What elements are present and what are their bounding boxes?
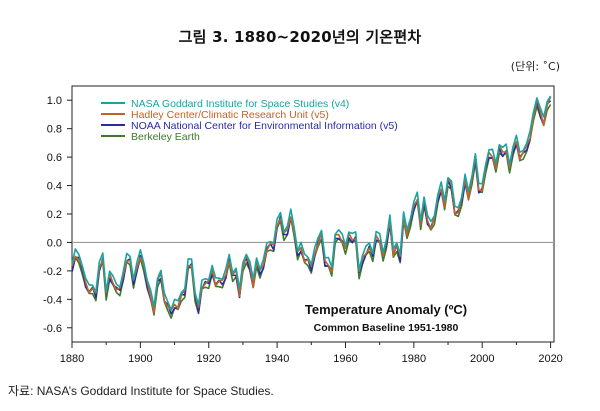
unit-label: (단위: ˚C) xyxy=(510,60,560,73)
y-tick-label: 0.8 xyxy=(47,124,62,136)
x-tick-label: 2000 xyxy=(470,353,494,365)
y-tick-label: -0.6 xyxy=(43,323,62,335)
y-tick-label: -0.4 xyxy=(43,294,62,306)
series-line xyxy=(71,95,552,311)
y-tick-label: 0.2 xyxy=(47,209,62,221)
x-tick-label: 1880 xyxy=(60,353,84,365)
chart-annotation-title: Temperature Anomaly (ºC) xyxy=(305,302,467,317)
figure-title: 그림 3. 1880~2020년의 기온편차 xyxy=(178,28,422,46)
series-line xyxy=(71,96,552,314)
x-tick-label: 1980 xyxy=(402,353,426,365)
y-tick-label: 0.6 xyxy=(47,152,62,164)
source-note: 자료: NASA’s Goddard Institute for Space S… xyxy=(8,384,274,398)
x-tick-label: 2020 xyxy=(538,353,562,365)
x-tick-label: 1960 xyxy=(333,353,357,365)
x-tick-label: 1920 xyxy=(196,353,220,365)
legend-label: Hadley Center/Climatic Research Unit (v5… xyxy=(131,109,329,121)
y-tick-label: 0.4 xyxy=(47,181,62,193)
chart-annotation-subtitle: Common Baseline 1951-1980 xyxy=(314,322,459,334)
x-tick-label: 1940 xyxy=(265,353,289,365)
x-tick-label: 1900 xyxy=(128,353,152,365)
y-tick-label: -0.2 xyxy=(43,266,62,278)
y-tick-label: 0.0 xyxy=(47,237,62,249)
legend-label: Berkeley Earth xyxy=(131,131,200,143)
legend-label: NASA Goddard Institute for Space Studies… xyxy=(131,98,349,110)
legend-label: NOAA National Center for Environmental I… xyxy=(131,120,398,132)
y-tick-label: 1.0 xyxy=(47,95,62,107)
